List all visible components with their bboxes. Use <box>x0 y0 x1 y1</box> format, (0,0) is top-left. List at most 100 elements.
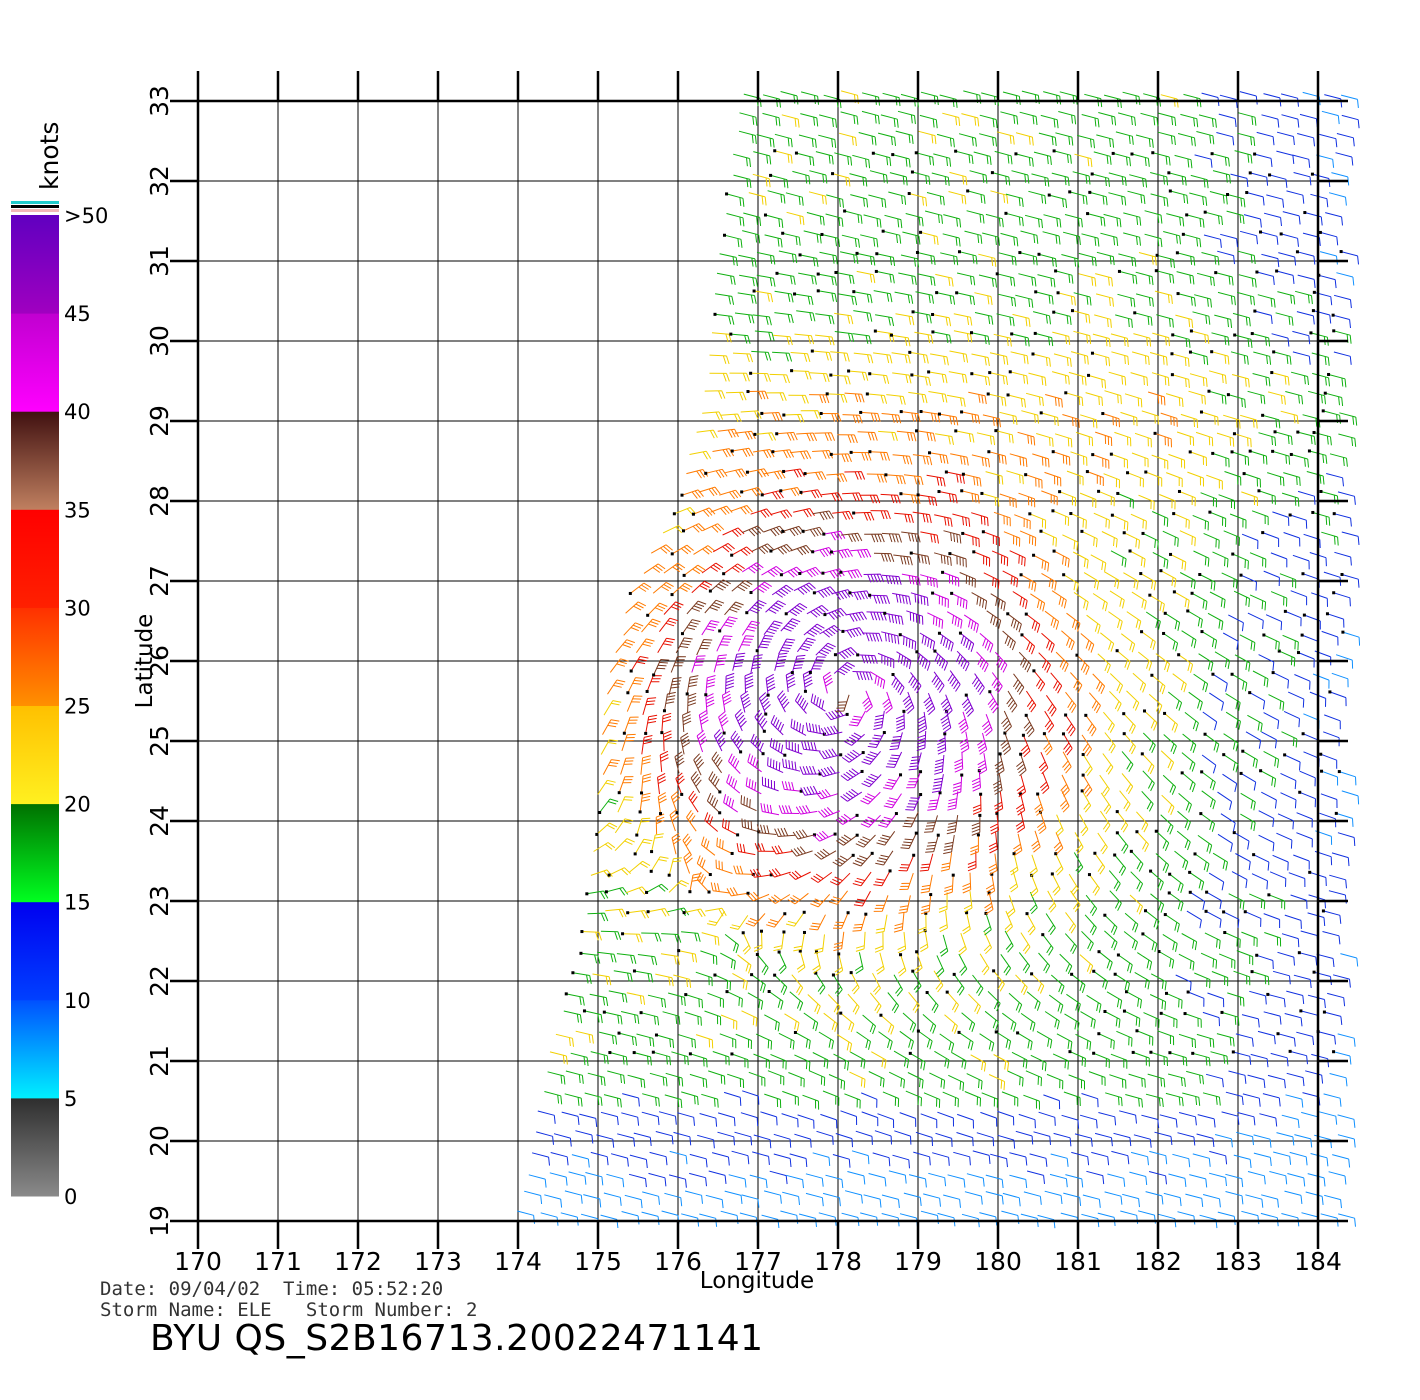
wind-barb <box>753 449 775 459</box>
rain-flag-dot <box>598 810 602 814</box>
wind-barb <box>656 1034 675 1049</box>
wind-barb <box>1127 190 1146 205</box>
wind-barb <box>1168 453 1186 469</box>
wind-barb <box>916 711 927 734</box>
rain-flag-dot <box>662 709 666 713</box>
rain-flag-dot <box>990 872 994 876</box>
wind-barb <box>735 1033 752 1050</box>
rain-flag-dot <box>1312 431 1316 435</box>
wind-barb <box>916 730 927 752</box>
wind-barb <box>895 711 905 733</box>
wind-barb <box>1267 993 1286 1008</box>
rain-flag-dot <box>685 692 689 696</box>
wind-barb <box>1025 690 1037 713</box>
wind-barb <box>681 1213 700 1227</box>
wind-barb <box>1081 530 1098 548</box>
wind-barb <box>664 1094 683 1109</box>
rain-flag-dot <box>925 991 929 995</box>
rain-flag-dot <box>1186 609 1190 613</box>
wind-barb <box>1066 612 1081 632</box>
wind-barb <box>1155 830 1170 851</box>
color-scale-segment <box>11 803 59 903</box>
wind-barb <box>655 973 674 987</box>
wind-barb <box>831 453 852 463</box>
wind-barb <box>869 170 888 184</box>
rain-flag-dot <box>881 229 885 233</box>
wind-barb <box>936 955 945 978</box>
wind-barb <box>1297 490 1316 505</box>
wind-barb <box>800 91 819 105</box>
rain-flag-dot <box>870 851 874 855</box>
rain-flag-dot <box>912 853 916 857</box>
rain-flag-dot <box>1327 372 1331 376</box>
wind-barb <box>1223 754 1239 773</box>
wind-barb <box>1333 1051 1352 1065</box>
wind-barb <box>1104 732 1116 754</box>
x-tick-label: 170 <box>174 1247 222 1276</box>
wind-barb <box>1285 1094 1304 1108</box>
rain-flag-dot <box>1164 991 1168 995</box>
rain-flag-dot <box>1220 1010 1224 1014</box>
wind-barb <box>1032 311 1051 325</box>
wind-barb <box>1189 871 1205 891</box>
wind-barb <box>964 230 983 244</box>
rain-flag-dot <box>621 932 625 936</box>
wind-barb <box>916 430 936 442</box>
wind-barb <box>881 413 902 424</box>
rain-flag-dot <box>1207 389 1211 393</box>
wind-barb <box>1174 154 1193 169</box>
wind-barb <box>1218 113 1237 128</box>
wind-barb <box>1081 233 1100 247</box>
wind-barb <box>1200 492 1217 508</box>
wind-barb <box>1293 854 1310 870</box>
rain-flag-dot <box>1299 1009 1303 1013</box>
rain-flag-dot <box>1332 512 1336 516</box>
wind-barb <box>1129 1171 1148 1186</box>
rain-flag-dot <box>1116 491 1120 495</box>
wind-barb <box>925 835 939 853</box>
rain-flag-dot <box>1328 690 1332 694</box>
wind-barb <box>1233 1051 1252 1065</box>
wind-barb <box>977 732 988 755</box>
wind-barb <box>1320 491 1339 505</box>
rain-flag-dot <box>916 1029 920 1033</box>
rain-flag-dot <box>1140 752 1144 756</box>
wind-barb <box>915 1131 933 1147</box>
wind-barb <box>1292 330 1311 345</box>
wind-barb <box>1256 954 1274 970</box>
wind-barb <box>815 642 836 657</box>
wind-barb <box>857 654 878 664</box>
wind-barb <box>1090 554 1107 572</box>
wind-barb <box>1066 993 1081 1013</box>
wind-barb <box>733 174 752 188</box>
wind-barb <box>1076 134 1095 149</box>
rain-flag-dot <box>675 811 679 815</box>
wind-barb <box>641 773 652 794</box>
rain-flag-dot <box>790 671 794 675</box>
wind-barb <box>822 1090 840 1106</box>
wind-barb <box>979 1212 998 1226</box>
wind-barb <box>805 471 827 481</box>
wind-barb <box>1254 310 1273 324</box>
rain-flag-dot <box>873 329 877 333</box>
wind-barb <box>605 908 627 918</box>
wind-barb <box>1053 353 1072 367</box>
wind-barb <box>1136 1030 1154 1046</box>
wind-barb <box>677 1112 695 1126</box>
rain-flag-dot <box>954 429 958 433</box>
wind-barb <box>913 1151 931 1166</box>
wind-barb <box>862 690 873 713</box>
rain-flag-dot <box>639 1011 643 1015</box>
wind-barb <box>1000 954 1012 976</box>
wind-barb <box>1263 1011 1282 1025</box>
wind-barb <box>1281 1114 1300 1129</box>
wind-barb <box>598 1031 618 1045</box>
wind-barb <box>549 1051 568 1065</box>
wind-barb <box>1063 574 1079 592</box>
wind-barb <box>1261 791 1277 809</box>
wind-barb <box>738 254 757 268</box>
rain-flag-dot <box>931 591 935 595</box>
rain-flag-dot <box>1200 770 1204 774</box>
wind-barb <box>770 509 793 519</box>
rain-flag-dot <box>1024 612 1028 616</box>
